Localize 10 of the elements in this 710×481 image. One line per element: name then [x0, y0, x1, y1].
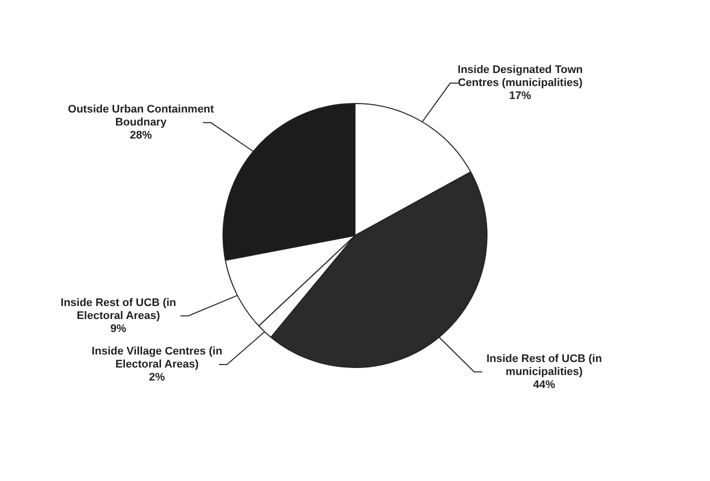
- data-label: 2%: [149, 372, 166, 384]
- slice-label: Outside Urban Containment Boudnary: [68, 104, 214, 129]
- data-label: 9%: [110, 322, 127, 335]
- data-label: 28%: [130, 130, 152, 142]
- slice-label: Inside Designated Town Centres (municipalities): [458, 64, 584, 90]
- data-label: 44%: [533, 378, 556, 391]
- slice-label: Inside Rest of UCB (in Electoral Areas): [60, 296, 176, 322]
- data-label: 17%: [509, 90, 532, 102]
- slice-label: Inside Village Centres (in Electoral Areas): [92, 346, 223, 371]
- slice-label: Inside Rest of UCB (in municipalities): [486, 352, 602, 378]
